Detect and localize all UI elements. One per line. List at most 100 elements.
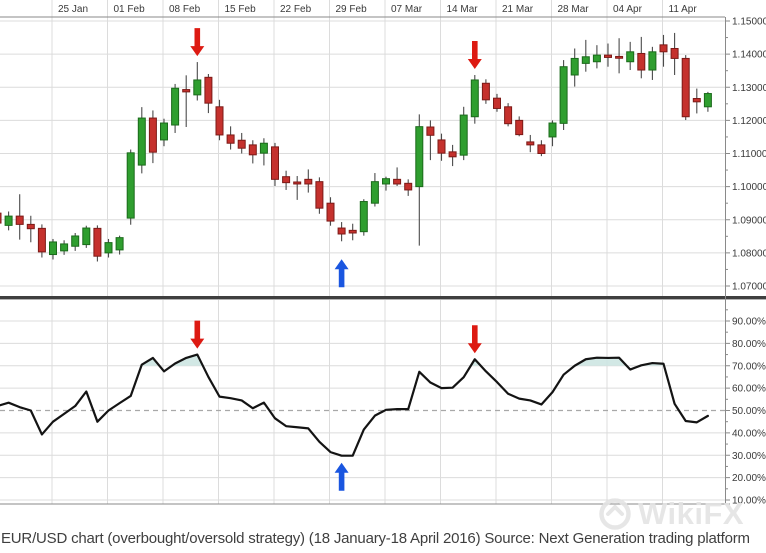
candle bbox=[659, 34, 668, 67]
price-tick-label: 1.09000 bbox=[732, 215, 766, 226]
candle bbox=[548, 120, 557, 147]
candle-body bbox=[60, 243, 69, 252]
candle bbox=[0, 212, 2, 224]
candle-body bbox=[581, 56, 590, 64]
candle-body bbox=[4, 215, 13, 226]
candle bbox=[126, 149, 135, 225]
oscillator-gridlines bbox=[0, 320, 725, 501]
candle-body bbox=[382, 178, 390, 185]
candle-body bbox=[293, 181, 302, 185]
date-label: 07 Mar bbox=[391, 4, 423, 15]
candle bbox=[459, 106, 468, 161]
overbought-fill bbox=[141, 357, 160, 366]
date-label: 14 Mar bbox=[447, 4, 479, 15]
candle-body bbox=[570, 57, 579, 76]
buy-signal-arrow bbox=[334, 259, 349, 288]
candle bbox=[271, 142, 279, 186]
candle bbox=[526, 134, 535, 153]
date-label: 21 Mar bbox=[502, 4, 534, 15]
candle bbox=[437, 133, 446, 161]
price-tick-label: 1.14000 bbox=[732, 50, 766, 61]
candle-body bbox=[26, 223, 35, 230]
price-tick-label: 1.13000 bbox=[732, 83, 766, 94]
wikifx-logo-icon bbox=[599, 498, 631, 530]
percent-tick-label: 50.00% bbox=[732, 406, 766, 417]
candle bbox=[82, 225, 91, 248]
candle-body bbox=[481, 82, 490, 101]
candle-body bbox=[426, 126, 435, 136]
candle-body bbox=[226, 134, 235, 144]
oscillator-line bbox=[0, 353, 710, 457]
chart-caption: EUR/USD chart (overbought/oversold strat… bbox=[1, 530, 750, 547]
date-label: 08 Feb bbox=[169, 4, 201, 15]
percent-tick-label: 40.00% bbox=[732, 428, 766, 439]
candle bbox=[293, 176, 302, 200]
vertical-gridlines bbox=[51, 0, 663, 504]
candle bbox=[315, 177, 324, 214]
date-label: 04 Apr bbox=[613, 4, 643, 15]
candle bbox=[426, 120, 435, 161]
percent-tick-label: 90.00% bbox=[732, 317, 766, 328]
date-axis-labels: 25 Jan 01 Feb 08 Feb 15 Feb 22 Feb 29 Feb 07 M… bbox=[58, 4, 697, 15]
candle bbox=[504, 103, 513, 127]
price-tick-label: 1.12000 bbox=[732, 116, 766, 127]
price-tick-label: 1.11000 bbox=[732, 149, 766, 160]
candle-body bbox=[404, 182, 413, 191]
candle bbox=[259, 138, 268, 166]
candle bbox=[137, 107, 146, 174]
sell-signal-arrow bbox=[467, 40, 482, 69]
candle bbox=[60, 240, 69, 255]
candle-body bbox=[548, 122, 557, 138]
candle bbox=[681, 55, 690, 121]
buy-signal-arrow bbox=[334, 462, 349, 491]
wikifx-watermark: WikiFX bbox=[596, 490, 766, 538]
candle-body bbox=[193, 79, 202, 96]
candle bbox=[626, 41, 635, 71]
candle-body bbox=[626, 51, 635, 63]
candle bbox=[393, 167, 402, 186]
candle-body bbox=[15, 215, 24, 225]
candle bbox=[204, 74, 213, 114]
candle bbox=[337, 222, 346, 242]
candle-body bbox=[493, 97, 501, 109]
candle-body bbox=[137, 117, 146, 166]
oscillator-zone-fills bbox=[141, 354, 665, 456]
sell-signal-arrow bbox=[190, 320, 205, 349]
candle bbox=[592, 45, 601, 69]
date-label: 11 Apr bbox=[669, 4, 698, 15]
candle bbox=[248, 140, 257, 164]
candle bbox=[160, 118, 168, 147]
sell-signal-arrow bbox=[190, 28, 205, 57]
candle bbox=[215, 99, 224, 141]
candle-body bbox=[615, 55, 624, 59]
candle-body bbox=[504, 106, 513, 125]
candle-body bbox=[315, 181, 324, 209]
candle-body bbox=[204, 76, 213, 104]
candle-body bbox=[304, 178, 313, 185]
percent-tick-label: 10.00% bbox=[732, 496, 766, 507]
candle-body bbox=[248, 144, 257, 156]
candle bbox=[370, 173, 379, 207]
candle bbox=[148, 110, 157, 164]
candle bbox=[448, 144, 457, 167]
candle bbox=[692, 88, 701, 114]
candle bbox=[415, 114, 424, 246]
candle-body bbox=[515, 119, 524, 136]
candle bbox=[237, 132, 246, 154]
candle-body bbox=[148, 117, 157, 153]
date-label: 28 Mar bbox=[558, 4, 590, 15]
price-axis-labels: 1.15000 1.14000 1.13000 1.12000 1.11000 1.100… bbox=[725, 17, 766, 293]
candle bbox=[581, 39, 590, 72]
candle bbox=[359, 199, 368, 236]
candle-body bbox=[692, 98, 701, 103]
candle bbox=[26, 215, 35, 243]
candle bbox=[559, 60, 568, 130]
percent-tick-label: 20.00% bbox=[732, 473, 766, 484]
candle-body bbox=[604, 54, 612, 58]
candle bbox=[470, 74, 479, 124]
price-tick-label: 1.07000 bbox=[732, 282, 766, 293]
candle bbox=[304, 169, 313, 193]
candle-body bbox=[49, 241, 57, 256]
